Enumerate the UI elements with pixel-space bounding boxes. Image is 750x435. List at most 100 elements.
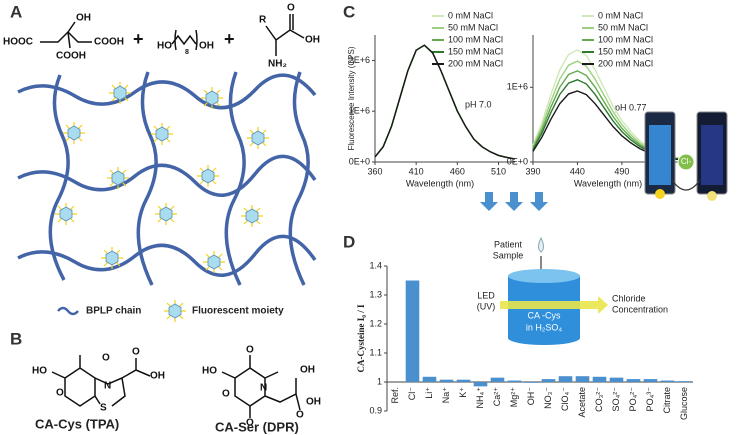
x-tick-label: NO₃⁻	[543, 387, 553, 409]
y-tick-label: 1.4	[369, 260, 382, 270]
legend-text: BPLP chain	[86, 306, 141, 317]
bar	[541, 379, 556, 382]
legend-a: BPLP chain Fluorescent moiety	[57, 299, 284, 323]
legend-label: 200 mM NaCl	[598, 58, 653, 68]
x-tick-label: PO₄²⁻	[628, 387, 638, 412]
structure-ser: O HO O N O OH O OH CA-Ser (DPR)	[202, 345, 321, 435]
legend-label: 0 mM NaCl	[448, 10, 493, 20]
chain	[136, 71, 158, 286]
x-tick-label: 510	[491, 166, 506, 176]
y-tick-label: 1E+6	[507, 82, 528, 92]
x-tick-label: 390	[525, 166, 540, 176]
inset-text: CA -Cys	[527, 310, 561, 320]
inset-text: LED	[477, 290, 495, 300]
atom: OH	[150, 371, 165, 382]
bond	[51, 355, 151, 407]
y-tick-label: 1	[377, 376, 382, 386]
bar	[677, 381, 692, 382]
bond	[221, 355, 301, 418]
y-tick-label: 0E+0	[349, 156, 370, 166]
structure-cys: O HO O N S O OH CA-Cys (TPA)	[32, 347, 165, 432]
atom: COOH	[56, 51, 86, 62]
bond	[265, 14, 305, 56]
x-tick-label: OH⁻	[526, 387, 536, 406]
x-tick-label: Acetate	[577, 387, 587, 418]
atom: N	[260, 383, 267, 394]
legend-text: Fluorescent moiety	[192, 306, 284, 317]
atom: O	[287, 3, 295, 14]
bar	[558, 376, 573, 382]
atom: OH	[305, 35, 320, 46]
polymer-network	[17, 71, 317, 286]
panel-label: A	[10, 2, 22, 21]
arrows	[480, 192, 548, 211]
legend-label: 150 mM NaCl	[598, 46, 653, 56]
atom: N	[104, 381, 111, 392]
y-tick-label: 1.2	[369, 318, 382, 328]
reagents: HOOC OH COOH COOH + HO 8 OH + R O OH NH₂	[3, 3, 320, 70]
atom: O	[246, 418, 254, 429]
atom: HO	[157, 41, 172, 52]
x-tick-label: Ref.	[390, 387, 400, 404]
atom: O	[246, 345, 254, 356]
x-tick-label: Cl⁻	[407, 387, 417, 400]
x-axis-label: Wavelength (nm)	[574, 178, 642, 188]
inset-text: Patient	[494, 239, 523, 249]
atom: COOH	[94, 37, 124, 48]
bar	[660, 380, 675, 382]
panel-label: B	[10, 329, 22, 348]
inset-text: in H₂SO₄	[526, 322, 563, 332]
y-axis-label: CA-Cysteine I₀ / I	[356, 304, 366, 372]
x-tick-label: 360	[367, 166, 382, 176]
chain	[224, 71, 246, 286]
panel-label: D	[343, 232, 355, 251]
atom: HOOC	[3, 37, 33, 48]
atom: NH₂	[268, 59, 287, 70]
annotation: pH 7.0	[465, 99, 492, 109]
plus: +	[224, 29, 235, 49]
x-tick-label: ClO₄⁻	[560, 387, 570, 411]
plus: +	[133, 29, 144, 49]
chain	[17, 73, 317, 110]
y-tick-label: 0E+0	[507, 156, 528, 166]
legend-label: 100 mM NaCl	[598, 34, 653, 44]
x-tick-label: Glucose	[679, 387, 689, 420]
x-tick-label: SO₄²⁻	[611, 387, 621, 412]
legend-label: 50 mM NaCl	[598, 22, 648, 32]
panel-label: C	[343, 2, 355, 21]
inset-text: Concentration	[612, 304, 668, 314]
x-tick-label: K⁺	[458, 387, 468, 398]
y-axis-label: Fluorescence Intensity (CPS)	[347, 46, 356, 150]
x-tick-label: Citrate	[662, 387, 672, 414]
chain	[288, 71, 310, 286]
bar	[575, 376, 590, 382]
vials: Cl-	[644, 111, 728, 201]
inset-text: Chloride	[612, 293, 646, 303]
x-tick-label: 440	[570, 166, 585, 176]
bar	[643, 379, 658, 382]
x-tick-label: 410	[409, 166, 424, 176]
ion-label: Cl-	[681, 157, 692, 166]
bar	[592, 376, 607, 382]
chain	[48, 74, 70, 281]
x-tick-label: 460	[450, 166, 465, 176]
legend-label: 50 mM NaCl	[448, 22, 498, 32]
x-tick-label: Mg²⁺	[509, 387, 519, 407]
legend-label: 200 mM NaCl	[448, 58, 503, 68]
atom: O	[132, 347, 140, 358]
annotation: pH 0.77	[615, 102, 647, 112]
compound-name: CA-Ser (DPR)	[215, 419, 299, 434]
inset-text: (UV)	[477, 301, 496, 311]
atom: O	[56, 388, 64, 399]
atom: R	[259, 15, 267, 26]
bar	[422, 376, 437, 382]
atom: OH	[199, 41, 214, 52]
bond	[171, 29, 198, 51]
x-tick-label: NH₄⁺	[475, 387, 485, 409]
atom: OH	[300, 365, 315, 376]
x-tick-label: 490	[614, 166, 629, 176]
bar	[439, 379, 454, 382]
atom: O	[102, 353, 110, 364]
